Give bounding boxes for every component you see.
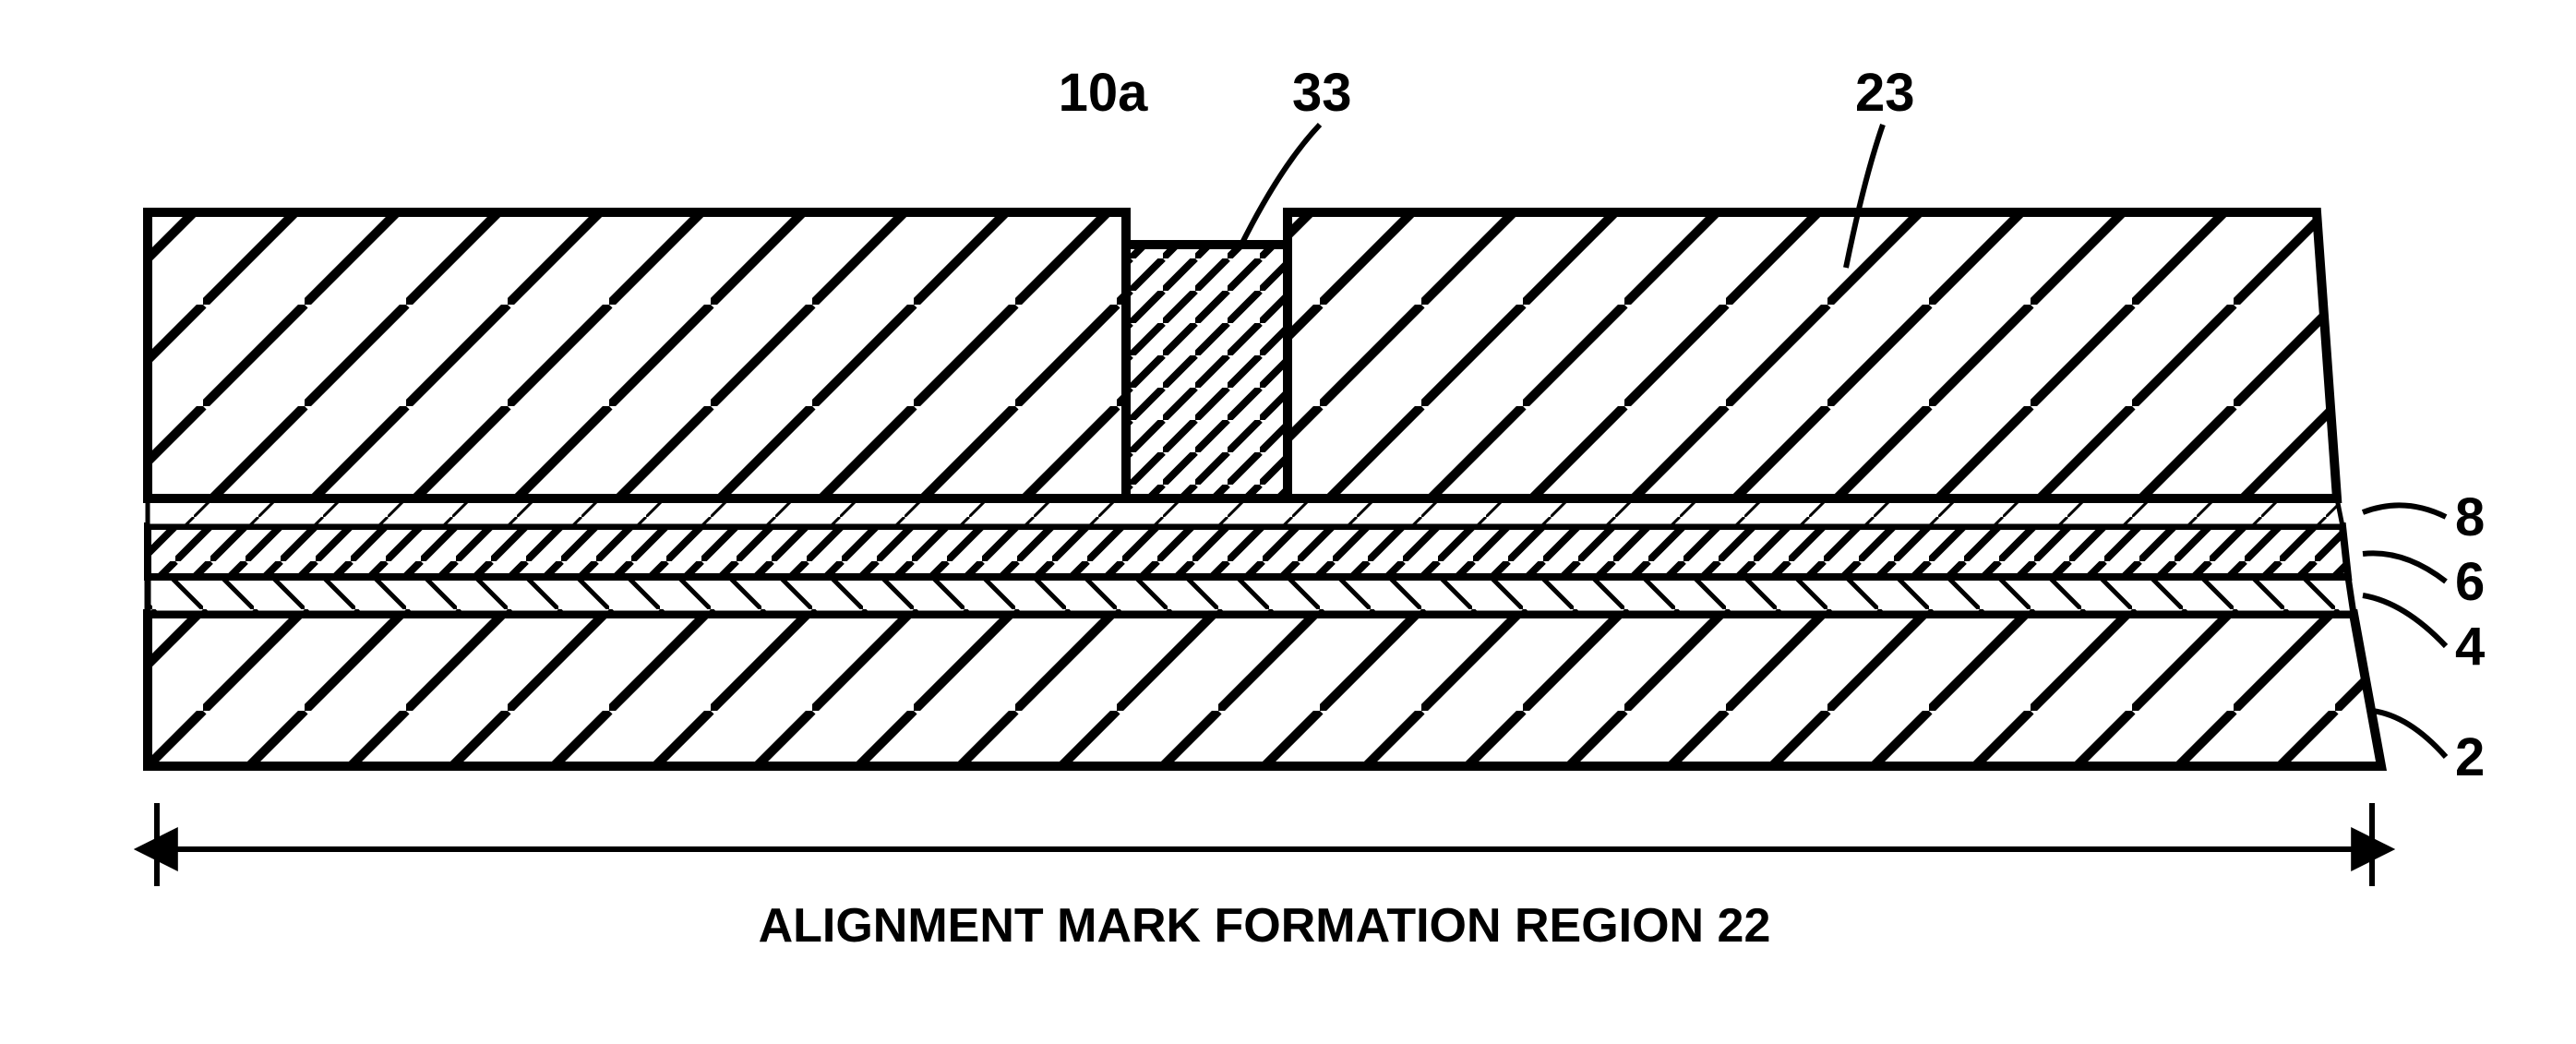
label-8: 8 [2455, 487, 2485, 547]
label-10a: 10a [1059, 63, 1149, 123]
leader-6 [2363, 553, 2446, 582]
leader-4 [2363, 595, 2446, 646]
leader-8 [2363, 505, 2446, 517]
layer-4 [148, 577, 2354, 614]
label-4: 4 [2455, 617, 2485, 677]
layer-2 [148, 614, 2381, 766]
label-23: 23 [1855, 63, 1915, 123]
leader-2 [2372, 711, 2446, 757]
region-label: ALIGNMENT MARK FORMATION REGION 22 [759, 899, 1771, 953]
layer-23-right [1288, 212, 2337, 498]
layer-6 [148, 526, 2348, 577]
label-33: 33 [1292, 63, 1352, 123]
layer-23-left [148, 212, 1126, 498]
label-6: 6 [2455, 552, 2485, 612]
plug-33 [1126, 245, 1288, 498]
label-2: 2 [2455, 727, 2485, 787]
